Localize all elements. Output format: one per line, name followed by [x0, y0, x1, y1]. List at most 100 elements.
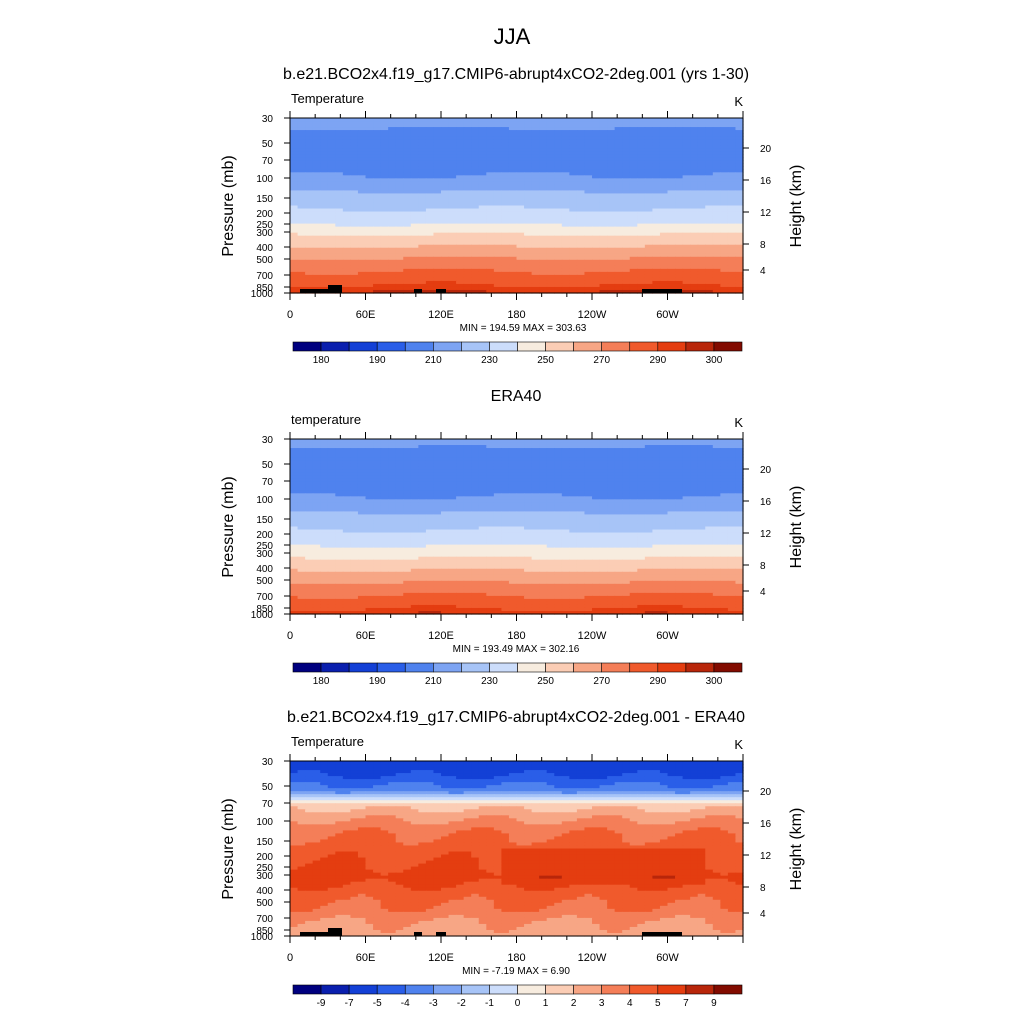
field-cell: [403, 211, 412, 216]
field-cell: [335, 118, 344, 122]
field-cell: [403, 217, 412, 222]
field-cell: [712, 166, 721, 170]
field-cell: [486, 259, 495, 264]
field-cell: [335, 232, 344, 237]
field-cell: [652, 145, 661, 149]
field-cell: [599, 223, 608, 228]
field-cell: [448, 184, 457, 188]
field-cell: [712, 145, 721, 149]
field-cell: [720, 193, 729, 198]
field-cell: [425, 166, 435, 170]
field-cell: [448, 178, 457, 182]
field-cell: [297, 214, 306, 219]
field-cell: [327, 247, 336, 252]
field-cell: [486, 238, 495, 243]
field-cell: [554, 184, 563, 188]
field-cell: [501, 241, 510, 246]
field-cell: [516, 160, 525, 164]
field-cell: [667, 196, 676, 201]
field-cell: [546, 262, 555, 267]
field-cell: [410, 244, 419, 249]
field-cell: [659, 235, 669, 240]
field-cell: [380, 130, 389, 134]
field-cell: [584, 148, 593, 152]
field-cell: [531, 133, 540, 137]
field-cell: [705, 268, 714, 273]
field-cell: [637, 226, 646, 231]
field-cell: [524, 172, 533, 176]
field-cell: [675, 178, 684, 182]
field-cell: [327, 241, 336, 246]
field-cell: [395, 157, 404, 161]
field-cell: [493, 118, 502, 122]
field-cell: [305, 220, 314, 225]
field-cell: [592, 205, 601, 210]
field-cell: [599, 229, 608, 234]
field-cell: [727, 196, 737, 201]
field-cell: [305, 181, 314, 185]
field-cell: [682, 184, 691, 188]
field-cell: [486, 265, 495, 270]
field-cell: [320, 247, 329, 252]
field-cell: [629, 118, 638, 122]
field-cell: [320, 202, 329, 207]
topography-mask: [642, 289, 682, 293]
field-cell: [320, 190, 329, 195]
field-cell: [312, 223, 321, 228]
field-cell: [297, 238, 306, 243]
field-cell: [425, 262, 435, 267]
field-cell: [554, 226, 563, 231]
field-cell: [297, 130, 306, 134]
field-cell: [357, 181, 367, 185]
field-cell: [456, 235, 465, 240]
field-cell: [539, 253, 548, 258]
field-cell: [690, 142, 699, 146]
field-cell: [388, 217, 397, 222]
field-cell: [592, 199, 601, 204]
field-cell: [493, 163, 502, 167]
field-cell: [486, 121, 495, 125]
field-cell: [682, 142, 691, 146]
field-cell: [727, 151, 737, 155]
min-max-stats: MIN = 193.49 MAX = 302.16: [453, 644, 580, 655]
field-cell: [524, 226, 533, 231]
field-cell: [554, 148, 563, 152]
field-cell: [682, 268, 691, 273]
field-cell: [297, 208, 306, 213]
field-cell: [478, 199, 487, 204]
field-cell: [546, 175, 555, 179]
field-cell: [493, 181, 502, 185]
field-cell: [320, 130, 329, 134]
field-cell: [357, 244, 367, 249]
field-cell: [312, 235, 321, 240]
field-cell: [290, 148, 299, 152]
field-cell: [478, 196, 487, 201]
field-cell: [403, 139, 412, 143]
field-cell: [471, 121, 480, 125]
field-cell: [441, 187, 450, 192]
field-cell: [365, 190, 374, 195]
field-cell: [418, 169, 427, 173]
field-cell: [463, 193, 472, 198]
field-cell: [712, 265, 721, 270]
field-cell: [690, 187, 699, 192]
field-cell: [493, 121, 502, 125]
field-cell: [644, 217, 653, 222]
field-cell: [305, 163, 314, 167]
field-cell: [456, 202, 465, 207]
field-cell: [320, 265, 329, 270]
field-cell: [380, 193, 389, 198]
field-cell: [516, 205, 525, 210]
field-cell: [644, 148, 653, 152]
field-cell: [539, 226, 548, 231]
field-cell: [448, 124, 457, 128]
field-cell: [644, 163, 653, 167]
field-cell: [320, 268, 329, 273]
field-cell: [456, 250, 465, 255]
field-cell: [320, 211, 329, 216]
field-cell: [539, 148, 548, 152]
field-cell: [592, 196, 601, 201]
field-cell: [644, 187, 653, 192]
field-cell: [592, 262, 601, 267]
field-cell: [546, 181, 555, 185]
